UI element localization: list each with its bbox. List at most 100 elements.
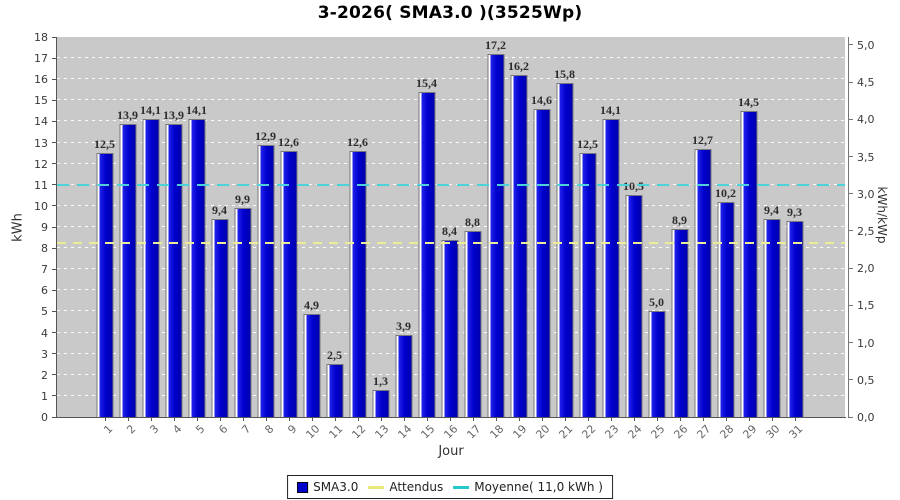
bar-slot: 5,0 — [645, 37, 668, 417]
right-tick-label: 1,0 — [857, 336, 875, 350]
left-tick-mark — [52, 142, 56, 144]
moyenne-line — [57, 183, 845, 186]
bar-value-label: 14,1 — [186, 103, 207, 118]
bar-value-label: 12,6 — [278, 135, 299, 149]
right-tick-mark — [849, 267, 853, 269]
bar-slot: 4,9 — [300, 37, 323, 417]
right-tick-label: 0,5 — [857, 373, 875, 387]
bar-slot: 17,2 — [484, 37, 507, 417]
bar-value-label: 13,9 — [163, 107, 184, 122]
bar-slot: 9,4 — [760, 37, 783, 417]
left-tick-label: 8 — [41, 242, 48, 256]
bar — [717, 201, 734, 417]
legend-line-swatch — [453, 485, 470, 489]
bar-slot: 2,5 — [323, 37, 346, 417]
bar — [441, 239, 458, 417]
gridline — [57, 141, 845, 143]
right-tick-mark — [849, 81, 853, 83]
bar-value-label: 15,4 — [416, 75, 437, 90]
gridline — [57, 162, 845, 164]
gridline — [57, 204, 845, 206]
left-tick-label: 14 — [34, 115, 48, 129]
right-tick-label: 3,0 — [857, 187, 875, 201]
bar-slot: 9,9 — [231, 37, 254, 417]
bar-value-label: 5,0 — [649, 295, 664, 310]
left-tick-mark — [52, 353, 56, 355]
x-tick-mark — [380, 418, 382, 421]
x-tick-mark — [449, 418, 451, 421]
bar-slot: 8,4 — [438, 37, 461, 417]
plot-area: 12,5 13,9 14,1 13,9 14,1 9,4 9,9 12,9 12,6 4,9 2,5… — [57, 36, 845, 417]
left-tick-label: 15 — [34, 94, 48, 108]
gridline — [57, 57, 845, 59]
x-axis-title: Jour — [438, 444, 464, 459]
left-tick-mark — [52, 247, 56, 249]
bar — [119, 123, 136, 417]
gridline — [57, 78, 845, 80]
bar-value-label: 8,9 — [672, 213, 687, 228]
left-tick-mark — [52, 163, 56, 165]
left-tick-label: 13 — [34, 136, 48, 150]
bar — [188, 119, 205, 417]
bar — [671, 229, 688, 417]
left-tick-label: 3 — [41, 347, 48, 361]
bar-value-label: 12,5 — [94, 137, 115, 152]
bar-slot: 9,3 — [783, 37, 806, 417]
bar-slot: 14,1 — [139, 37, 162, 417]
left-axis-title: kWh — [10, 213, 26, 242]
legend-label: Moyenne( 11,0 kWh ) — [474, 480, 603, 494]
legend-line-swatch — [368, 485, 385, 489]
bar — [165, 123, 182, 417]
right-tick-mark — [849, 379, 853, 381]
x-tick-mark — [173, 418, 175, 421]
x-tick-mark — [564, 418, 566, 421]
legend-item-sma3-0: SMA3.0 — [297, 480, 358, 494]
left-tick-mark — [52, 395, 56, 397]
left-tick-label: 7 — [41, 263, 48, 277]
bar-value-label: 12,7 — [692, 132, 713, 147]
bar-slot: 14,5 — [737, 37, 760, 417]
x-tick-mark — [104, 418, 106, 421]
left-tick-mark — [52, 184, 56, 186]
bar-series: 12,5 13,9 14,1 13,9 14,1 9,4 9,9 12,9 12,6 4,9 2,5… — [93, 37, 806, 417]
x-tick-mark — [357, 418, 359, 421]
bar — [740, 110, 757, 417]
bar-value-label: 2,5 — [327, 348, 342, 363]
left-tick-mark — [52, 36, 56, 38]
x-tick-mark — [426, 418, 428, 421]
bar — [487, 53, 504, 417]
bar — [257, 144, 274, 417]
bar-value-label: 14,1 — [600, 103, 621, 118]
bottom-axis-line — [56, 417, 846, 418]
bar-value-label: 9,3 — [787, 204, 802, 219]
right-tick-mark — [849, 304, 853, 306]
left-tick-label: 0 — [41, 411, 48, 424]
bar-slot: 14,1 — [599, 37, 622, 417]
legend-square-swatch — [297, 481, 309, 493]
right-tick-mark — [849, 342, 853, 344]
right-tick-mark — [849, 416, 853, 418]
bar-value-label: 12,5 — [577, 137, 598, 152]
x-tick-mark — [541, 418, 543, 421]
x-tick-mark — [334, 418, 336, 421]
left-tick-label: 5 — [41, 305, 48, 319]
x-tick-mark — [587, 418, 589, 421]
bar-slot: 16,2 — [507, 37, 530, 417]
x-tick-mark — [311, 418, 313, 421]
bar — [395, 334, 412, 417]
gridline — [57, 120, 845, 122]
bar-value-label: 14,1 — [140, 103, 161, 118]
legend-item-moyenne: Moyenne( 11,0 kWh ) — [453, 480, 603, 494]
bar-slot: 12,6 — [346, 37, 369, 417]
bar-value-label: 10,5 — [623, 179, 644, 194]
bar — [280, 151, 297, 417]
x-tick-mark — [656, 418, 658, 421]
bar-value-label: 12,6 — [347, 135, 368, 149]
gridline — [57, 36, 845, 37]
x-tick-mark — [518, 418, 520, 421]
bar — [786, 220, 803, 417]
bar — [602, 119, 619, 417]
left-tick-label: 18 — [34, 31, 48, 44]
bar — [372, 389, 389, 417]
